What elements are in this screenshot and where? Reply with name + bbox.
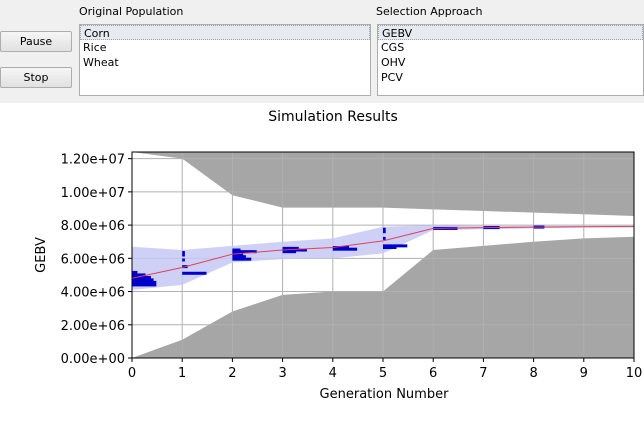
x-tick-label: 2 xyxy=(228,366,236,381)
selection-item-pcv[interactable]: PCV xyxy=(381,71,403,84)
population-item-wheat[interactable]: Wheat xyxy=(83,56,119,69)
histogram-bar xyxy=(383,244,408,248)
simulation-results-chart: Simulation Results 0 1 2 3 4 5 6 7 8 9 10 0.00e+00 2… xyxy=(34,109,643,402)
x-tick-label: 3 xyxy=(278,366,286,381)
histogram-bar xyxy=(182,253,185,257)
histogram-bar xyxy=(232,248,241,252)
y-axis-label: GEBV xyxy=(34,237,49,273)
histogram-bar xyxy=(232,250,257,254)
population-item-rice[interactable]: Rice xyxy=(83,41,107,54)
stop-button[interactable]: Stop xyxy=(0,67,72,88)
y-tick-label: 6.00e+06 xyxy=(61,252,125,267)
population-item-corn[interactable]: Corn xyxy=(80,25,370,40)
histogram-bar xyxy=(332,247,358,251)
histogram-bar xyxy=(282,248,307,252)
x-tick-label: 0 xyxy=(128,366,136,381)
histogram-bar xyxy=(383,246,397,250)
histogram-bar xyxy=(132,270,138,274)
y-tick-label: 8.00e+06 xyxy=(61,219,125,234)
histogram-bar xyxy=(383,236,386,240)
y-tick-label: 0.00e+00 xyxy=(61,352,125,367)
histogram-bar xyxy=(132,283,157,287)
original-population-label: Original Population xyxy=(79,5,184,18)
histogram-bar xyxy=(383,227,386,231)
histogram-bar xyxy=(182,258,185,262)
histogram-bar xyxy=(232,257,252,261)
selection-approach-list[interactable]: GEBV CGS OHV PCV xyxy=(377,24,644,96)
selection-approach-label: Selection Approach xyxy=(376,5,483,18)
chart-title: Simulation Results xyxy=(268,109,398,125)
x-tick-label: 6 xyxy=(429,366,437,381)
histogram-bar xyxy=(182,251,185,255)
x-tick-label: 10 xyxy=(626,366,643,381)
y-tick-label: 1.20e+07 xyxy=(61,153,125,168)
x-tick-label: 8 xyxy=(529,366,537,381)
histogram-bar xyxy=(132,280,157,284)
histogram-bar xyxy=(132,273,146,277)
x-tick-label: 5 xyxy=(379,366,387,381)
histogram-bar xyxy=(132,275,151,279)
y-tick-label: 2.00e+06 xyxy=(61,319,125,334)
x-tick-label: 4 xyxy=(329,366,337,381)
control-panel: Pause Stop Original Population Corn Rice… xyxy=(0,0,644,103)
histogram-bar xyxy=(132,278,154,282)
histogram-bar xyxy=(282,250,297,254)
y-tick-label: 4.00e+06 xyxy=(61,286,125,301)
x-axis-label: Generation Number xyxy=(320,387,450,402)
x-tick-label: 9 xyxy=(580,366,588,381)
selection-item-gebv[interactable]: GEBV xyxy=(378,25,643,40)
mean-line xyxy=(131,225,635,279)
histogram-bar xyxy=(383,230,386,234)
pause-button[interactable]: Pause xyxy=(0,31,72,52)
histogram-bar xyxy=(282,246,299,250)
histogram-bar xyxy=(232,255,246,259)
y-tick-label: 1.00e+07 xyxy=(61,186,125,201)
original-population-list[interactable]: Corn Rice Wheat xyxy=(79,24,371,96)
histogram-bar xyxy=(332,246,349,250)
x-tick-label: 7 xyxy=(479,366,487,381)
selection-item-ohv[interactable]: OHV xyxy=(381,56,406,69)
selection-item-cgs[interactable]: CGS xyxy=(381,41,405,54)
histogram-bar xyxy=(182,271,207,275)
x-tick-label: 1 xyxy=(178,366,186,381)
